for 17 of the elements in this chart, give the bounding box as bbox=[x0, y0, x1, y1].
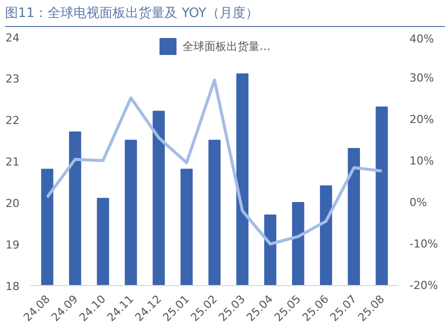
y-tick-label: 20 bbox=[6, 197, 20, 210]
y-tick-label: 21 bbox=[6, 156, 20, 168]
y2-tick-label: 30% bbox=[410, 72, 434, 84]
y2-tick-label: 20% bbox=[410, 113, 434, 126]
y-tick-label: 23 bbox=[6, 72, 20, 86]
y-tick-label: 24 bbox=[6, 32, 20, 44]
y-tick-label: 19 bbox=[6, 238, 20, 252]
legend-label: 全球面板出货量… bbox=[182, 38, 270, 54]
chart-title: 图11：全球电视面板出货量及 YOY（月度） bbox=[5, 5, 258, 23]
y2-tick-label: 10% bbox=[410, 154, 434, 168]
y2-tick-label: 0% bbox=[410, 196, 427, 209]
y-tick-label: 18 bbox=[6, 280, 20, 293]
y2-tick-label: 40% bbox=[410, 32, 434, 46]
y2-tick-label: -10% bbox=[410, 238, 438, 250]
y2-tick-label: -20% bbox=[410, 279, 438, 292]
y-tick-label: 22 bbox=[6, 114, 20, 127]
line-series bbox=[46, 78, 384, 246]
